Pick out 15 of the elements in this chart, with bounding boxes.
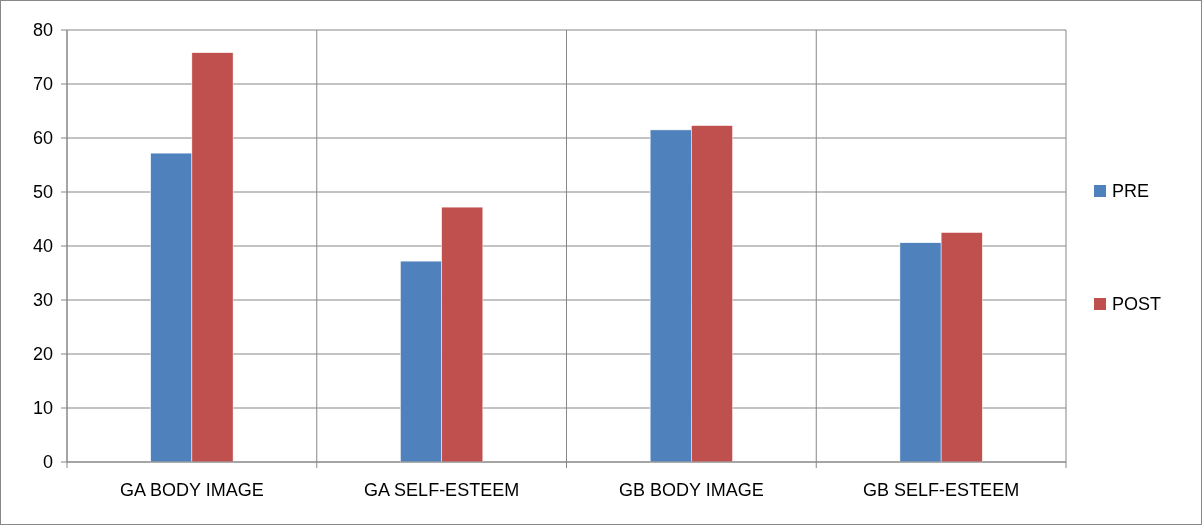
x-tick-label: GB SELF-ESTEEM bbox=[863, 480, 1020, 500]
x-tick-label: GA SELF-ESTEEM bbox=[364, 480, 520, 500]
y-tick-label: 20 bbox=[32, 344, 53, 365]
y-tick-label: 70 bbox=[32, 74, 53, 95]
legend-label: PRE bbox=[1112, 181, 1150, 202]
legend-label: POST bbox=[1112, 294, 1162, 315]
y-tick-label: 40 bbox=[32, 236, 53, 257]
y-tick-label: 60 bbox=[32, 128, 53, 149]
y-tick-label: 80 bbox=[32, 20, 53, 41]
y-tick-label: 0 bbox=[42, 452, 53, 473]
x-tick-label: GB BODY IMAGE bbox=[619, 480, 764, 500]
y-tick-label: 10 bbox=[32, 398, 53, 419]
y-tick-label: 30 bbox=[32, 290, 53, 311]
x-tick-label: GA BODY IMAGE bbox=[120, 480, 264, 500]
y-tick-label: 50 bbox=[32, 182, 53, 203]
